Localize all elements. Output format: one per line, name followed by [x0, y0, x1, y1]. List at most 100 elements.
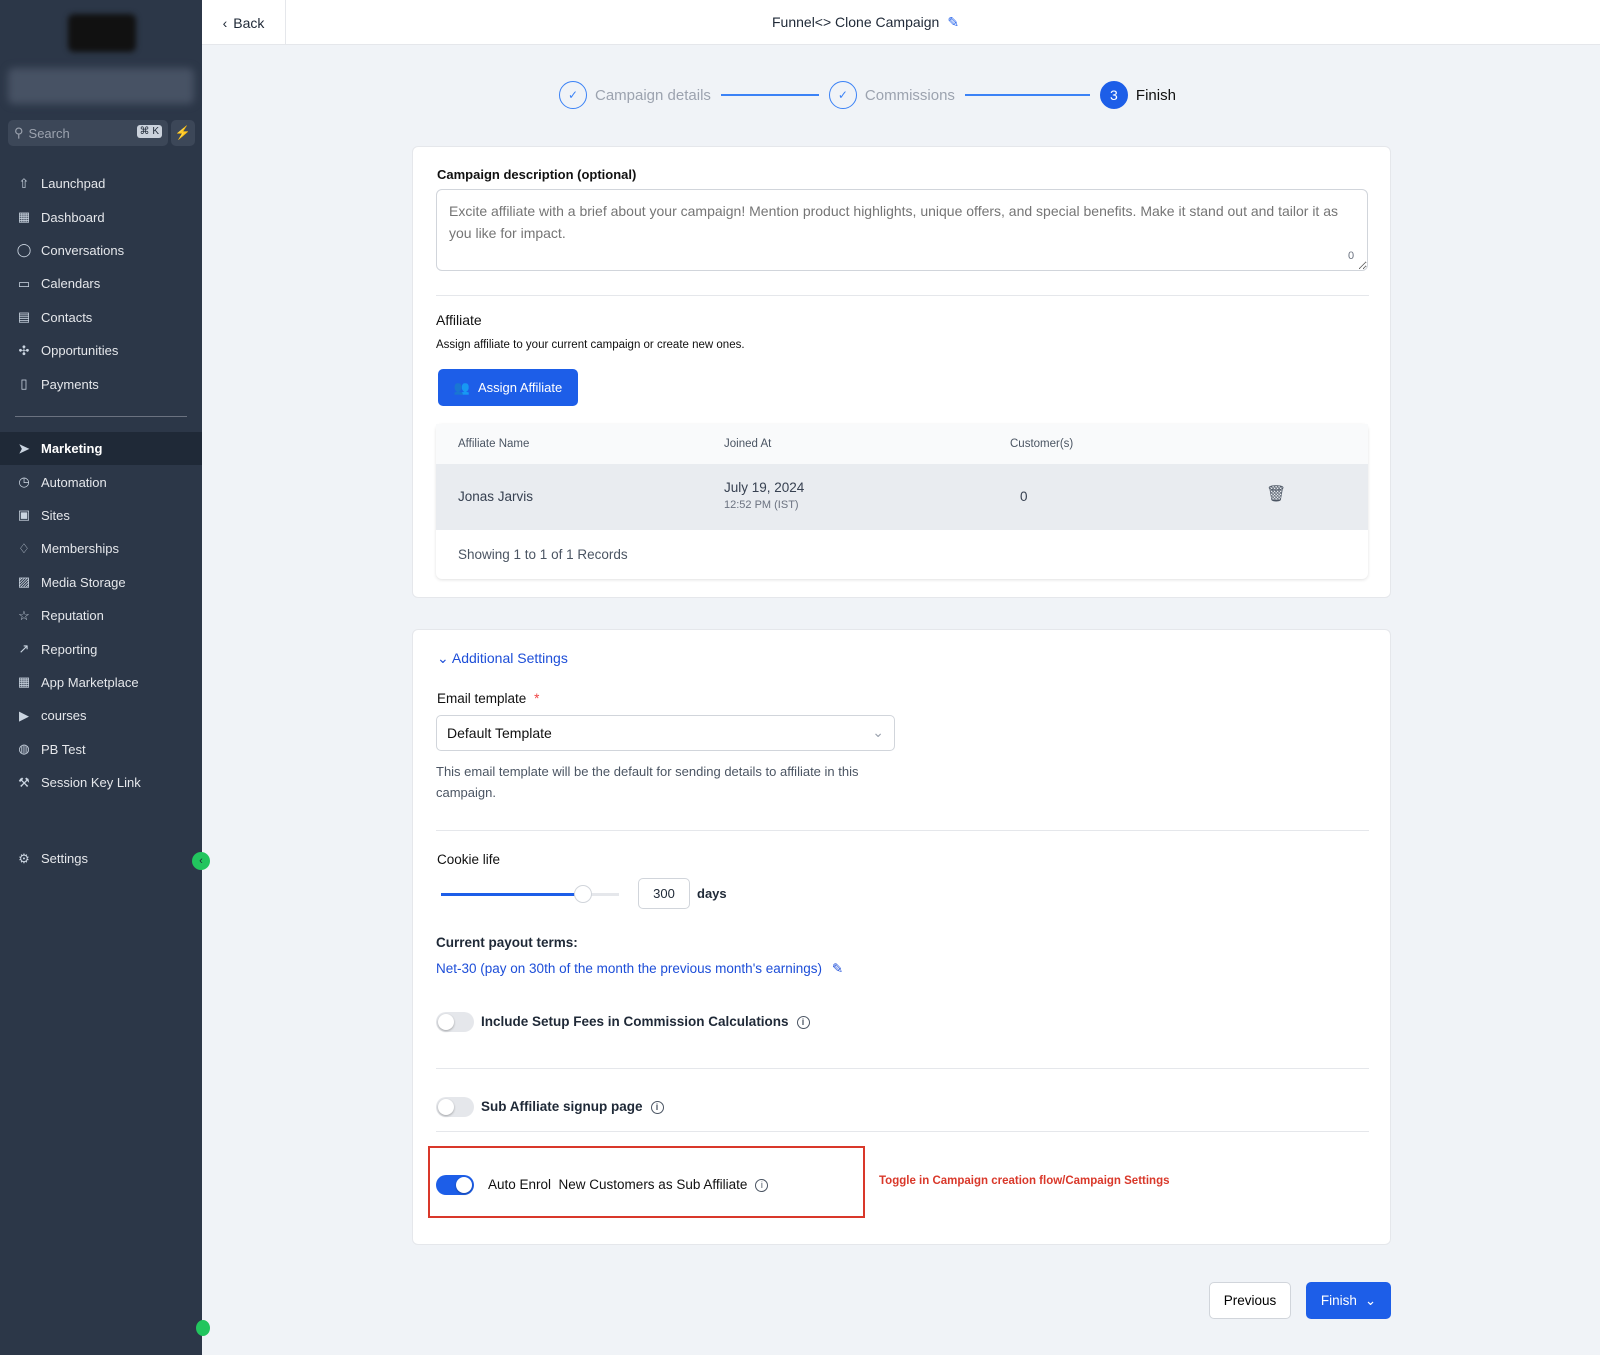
joined-time: 12:52 PM (IST): [724, 499, 799, 511]
sidebar-item-media-storage[interactable]: ▨ Media Storage: [0, 566, 202, 599]
sidebar-item-settings[interactable]: ⚙ Settings: [0, 842, 202, 875]
top-bar: ‹ Back Funnel<> Clone Campaign ✎: [202, 0, 1600, 45]
slider-handle[interactable]: [574, 885, 593, 903]
help-widget[interactable]: [196, 1320, 210, 1336]
calendar-icon: ▭: [17, 275, 31, 291]
step-finish[interactable]: Finish: [1135, 86, 1176, 104]
email-template-help: This email template will be the default …: [436, 764, 859, 800]
step-commissions[interactable]: Commissions: [864, 86, 955, 104]
check-icon: ✓: [559, 81, 587, 109]
char-count: 0: [1348, 250, 1355, 262]
page-title: Funnel<> Clone Campaign: [772, 14, 940, 30]
annotation-note: Toggle in Campaign creation flow/Campaig…: [879, 1175, 1170, 1187]
customer-count: 0: [1020, 489, 1028, 504]
stepper: ✓ Campaign details ✓ Commissions 3 Finish: [559, 81, 1176, 109]
automation-icon: ◷: [18, 474, 30, 490]
edit-title-icon[interactable]: ✎: [947, 14, 960, 30]
sidebar-item-label: Dashboard: [41, 209, 105, 225]
sidebar-item-memberships[interactable]: ♢ Memberships: [0, 532, 202, 565]
info-icon[interactable]: i: [755, 1178, 769, 1192]
sidebar-item-app-marketplace[interactable]: ▦ App Marketplace: [0, 666, 202, 699]
info-icon[interactable]: i: [650, 1100, 664, 1114]
setup-fees-label: Include Setup Fees in Commission Calcula…: [481, 1014, 789, 1029]
image-icon: ▨: [17, 574, 31, 590]
days-unit: days: [697, 886, 727, 901]
assign-affiliate-button[interactable]: 👥 Assign Affiliate: [438, 369, 578, 406]
divider: [436, 1131, 1369, 1132]
slider-fill: [441, 893, 584, 896]
sidebar-item-label: Launchpad: [41, 176, 106, 192]
additional-settings-card: ⌄ Additional Settings Email template * D…: [412, 629, 1391, 1245]
auto-enrol-label: Auto Enrol New Customers as Sub Affiliat…: [488, 1177, 748, 1192]
previous-button[interactable]: Previous: [1209, 1282, 1291, 1319]
chevron-left-icon: ‹: [222, 14, 228, 31]
sidebar-item-opportunities[interactable]: ✣ Opportunities: [0, 334, 202, 367]
step-connector: [964, 94, 1090, 96]
sidebar-item-label: Calendars: [41, 276, 101, 292]
gear-icon: ⚙: [18, 850, 30, 866]
auto-enrol-toggle[interactable]: [436, 1175, 474, 1195]
edit-icon[interactable]: ✎: [831, 961, 844, 976]
search-input[interactable]: ⚲ Search ⌘ K: [8, 120, 168, 146]
cookie-slider[interactable]: [441, 885, 619, 903]
sidebar-item-conversations[interactable]: ◯ Conversations: [0, 234, 202, 267]
col-joined-at: Joined At: [724, 438, 772, 450]
email-template-label: Email template: [437, 691, 527, 706]
email-template-select[interactable]: Default Template ⌄: [436, 715, 895, 751]
cookie-days-input[interactable]: 300: [638, 878, 690, 909]
add-users-icon: 👥: [453, 379, 470, 395]
payout-value: Net-30 (pay on 30th of the month the pre…: [436, 961, 823, 976]
table-header: Affiliate Name Joined At Customer(s): [436, 424, 1368, 464]
sidebar-item-calendars[interactable]: ▭ Calendars: [0, 267, 202, 300]
sidebar-item-session-key-link[interactable]: ⚒ Session Key Link: [0, 766, 202, 799]
sidebar-item-label: Automation: [41, 474, 107, 490]
sidebar-item-automation[interactable]: ◷ Automation: [0, 465, 202, 498]
button-label: Assign Affiliate: [477, 380, 563, 395]
sidebar-item-marketing[interactable]: ➤ Marketing: [0, 432, 202, 466]
back-label: Back: [233, 14, 265, 31]
payments-icon: ▯: [20, 376, 28, 392]
required-marker: *: [534, 691, 540, 706]
sidebar-item-pb-test[interactable]: ◍ PB Test: [0, 733, 202, 766]
payout-label: Current payout terms:: [436, 935, 578, 950]
sidebar-item-reporting[interactable]: ↗ Reporting: [0, 632, 202, 665]
additional-settings-toggle[interactable]: ⌄ Additional Settings: [437, 650, 568, 667]
sidebar-item-courses[interactable]: ▶ courses: [0, 699, 202, 732]
description-label: Campaign description (optional): [437, 167, 637, 182]
sidebar-item-reputation[interactable]: ☆ Reputation: [0, 599, 202, 632]
sidebar-item-sites[interactable]: ▣ Sites: [0, 499, 202, 532]
sidebar: ⚲ Search ⌘ K ⚡ ⇧ Launchpad ▦ Dashboard ◯ Conver…: [0, 0, 210, 1355]
chevron-down-icon: ⌄: [437, 650, 449, 666]
records-summary: Showing 1 to 1 of 1 Records: [458, 547, 628, 562]
highlight-box: [428, 1146, 865, 1218]
account-switcher[interactable]: [8, 68, 194, 104]
search-placeholder: Search: [28, 125, 70, 141]
trend-icon: ↗: [18, 641, 30, 657]
affiliate-title: Affiliate: [436, 312, 482, 328]
collapse-sidebar-button[interactable]: ‹: [192, 852, 210, 870]
payout-terms-link[interactable]: Net-30 (pay on 30th of the month the pre…: [436, 961, 843, 977]
opportunities-icon: ✣: [18, 342, 30, 358]
sidebar-item-launchpad[interactable]: ⇧ Launchpad: [0, 167, 202, 200]
info-icon[interactable]: i: [796, 1015, 810, 1029]
sidebar-item-label: Memberships: [41, 541, 120, 557]
sub-affiliate-signup-toggle[interactable]: [436, 1097, 474, 1117]
back-button[interactable]: ‹ Back: [202, 0, 286, 45]
sidebar-item-label: Conversations: [41, 242, 125, 258]
description-textarea[interactable]: [436, 189, 1368, 271]
step-campaign-details[interactable]: Campaign details: [595, 86, 711, 104]
wrench-icon: ⚒: [18, 774, 30, 790]
finish-button[interactable]: Finish ⌄: [1306, 1282, 1391, 1319]
bolt-icon[interactable]: ⚡: [171, 120, 195, 146]
trash-icon[interactable]: 🗑: [1266, 486, 1287, 503]
send-icon: ➤: [18, 440, 30, 456]
sidebar-item-dashboard[interactable]: ▦ Dashboard: [0, 200, 202, 233]
sidebar-item-label: Settings: [41, 851, 88, 867]
setup-fees-toggle[interactable]: [436, 1012, 474, 1032]
contacts-icon: ▤: [17, 309, 31, 325]
sidebar-item-contacts[interactable]: ▤ Contacts: [0, 301, 202, 334]
sidebar-item-payments[interactable]: ▯ Payments: [0, 367, 202, 400]
affiliate-name: Jonas Jarvis: [458, 489, 534, 504]
divider: [436, 1068, 1369, 1069]
launchpad-icon: ⇧: [18, 175, 30, 191]
